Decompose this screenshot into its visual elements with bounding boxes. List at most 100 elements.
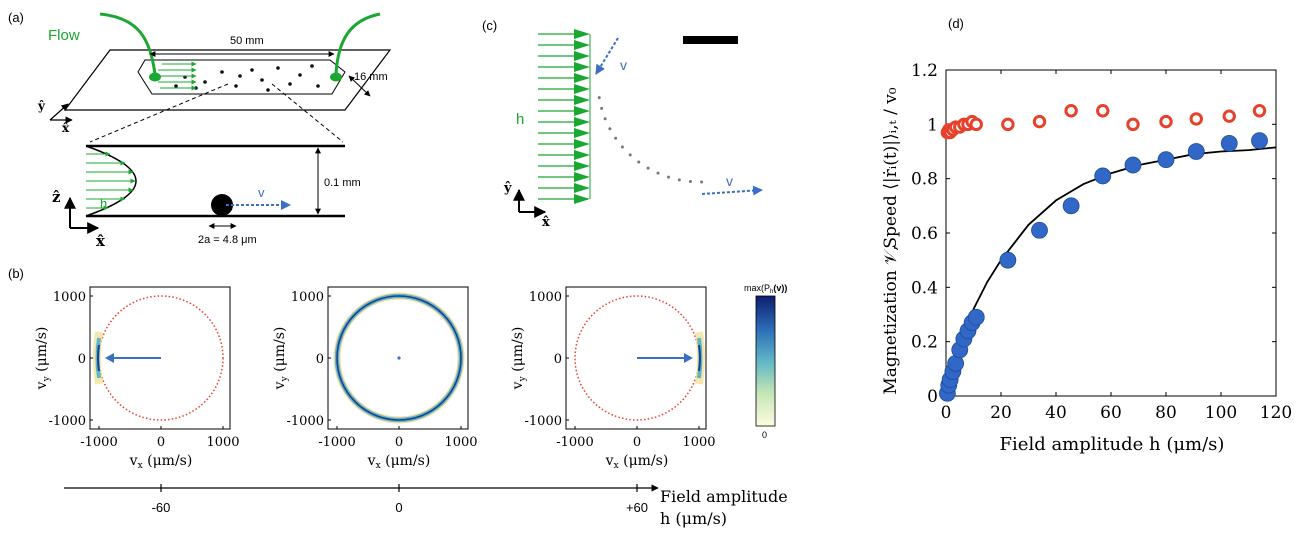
inlet-tube [99, 12, 157, 75]
y-tick-label: 1 [927, 115, 938, 135]
colorbar-title: max(Ph(v)) [744, 283, 787, 295]
trajectory-point [597, 96, 601, 100]
inlet-port [149, 72, 161, 82]
x-tick-label: 60 [1100, 403, 1122, 423]
flow-arrow-head [574, 183, 590, 193]
x-tick-label: 100 [1205, 403, 1237, 423]
width-label: 50 mm [230, 35, 264, 47]
speed-data-point [1252, 104, 1267, 118]
flow-arrow-head [574, 172, 590, 182]
scale-bar [683, 36, 738, 44]
profile-arrows [86, 151, 136, 211]
y-axis-label-right: Speed ⟨|ṙᵢ(t)|⟩ᵢ,ₜ / v₀ [881, 87, 901, 248]
x-tick-label: 0 [395, 435, 403, 450]
panel-a-label: (a) [8, 10, 24, 25]
x-tick-label: 40 [1045, 403, 1067, 423]
outlet-tube [334, 12, 381, 75]
y-tick-label: 0 [316, 352, 324, 367]
fit-curve [945, 146, 1277, 397]
field-axis-tick-label: 0 [395, 500, 402, 515]
y-axis-label: vy (μm/s) [34, 327, 52, 391]
diameter-label: 2a = 4.8 μm [198, 234, 257, 246]
mean-velocity-arrowhead [105, 353, 114, 363]
trajectory-point [688, 180, 692, 184]
trajectory-v1-label: v [620, 57, 627, 73]
y-tick-label: 0 [927, 387, 938, 407]
magnetization-data-point [1062, 197, 1080, 215]
side-axis-z: ẑ [52, 188, 61, 206]
field-axis-title-1: Field amplitude [660, 487, 788, 506]
magnetization-data-point [1094, 167, 1112, 185]
x-tick-label: 0 [157, 435, 165, 450]
trajectory-point [603, 117, 607, 121]
y-axis-label: vy (μm/s) [272, 327, 290, 391]
trajectory-point [608, 127, 612, 131]
distribution-arc-core [698, 344, 701, 372]
depth-label: 16 mm [354, 71, 388, 83]
flow-arrow-head [574, 51, 590, 61]
depth-dimension [348, 75, 371, 97]
colorbar-zero: 0 [762, 430, 767, 440]
y-tick-label: -1000 [287, 414, 324, 429]
x-axis-label: Field amplitude h (μm/s) [1000, 434, 1225, 455]
height-label: 0.1 mm [324, 177, 361, 189]
x-tick-label: 1000 [682, 435, 715, 450]
x-tick-label: 120 [1260, 403, 1292, 423]
mean-velocity-arrowhead [684, 353, 693, 363]
trajectory-point [656, 171, 660, 175]
flow-arrow-head [574, 106, 590, 116]
x-tick-label: 0 [941, 403, 952, 423]
outlet-port [330, 72, 342, 82]
y-tick-label: 1000 [53, 290, 86, 305]
trajectory-point [620, 145, 624, 149]
magnetization-data-point [1157, 151, 1175, 169]
x-tick-label: 0 [633, 435, 641, 450]
mean-velocity-dot [397, 356, 401, 360]
flow-label: Flow [48, 27, 80, 44]
particles [174, 64, 320, 92]
y-tick-label: -1000 [525, 414, 562, 429]
magnetization-data-point [1220, 134, 1238, 152]
zoom-line-right [271, 83, 344, 143]
flow-arrow-head [574, 29, 590, 39]
colorbar [755, 295, 776, 427]
trajectory-point [646, 166, 650, 170]
side-axes [64, 196, 100, 234]
trajectory-point [628, 153, 632, 157]
particle-v-label: v [258, 185, 265, 200]
x-axis-label: vx (μm/s) [605, 453, 669, 471]
panel-c-label: (c) [482, 18, 497, 33]
speed-data-point [969, 117, 983, 132]
channel-outline [137, 59, 346, 95]
speed-data-point [1032, 114, 1047, 129]
x-tick-label: -1000 [80, 435, 117, 450]
panel-c-axes [513, 188, 547, 218]
flow-arrow-head [574, 62, 590, 72]
zoom-line-left [89, 83, 229, 143]
flow-arrow-head [574, 95, 590, 105]
y-tick-label: 1.2 [911, 61, 938, 81]
top-axis-y: ŷ [37, 99, 46, 113]
trajectory-point [677, 178, 681, 182]
trajectory-point [666, 175, 670, 179]
y-tick-label: 1000 [529, 290, 562, 305]
x-axis-label: vx (μm/s) [129, 453, 193, 471]
x-tick-label: -1000 [556, 435, 593, 450]
distribution-arc-core [97, 344, 100, 372]
panel-d-label: (d) [948, 16, 964, 31]
x-tick-label: 20 [990, 403, 1012, 423]
distribution-ring-core [336, 295, 462, 421]
top-axis-x: x̂ [62, 121, 70, 135]
magnetization-data-point [1251, 132, 1268, 150]
y-tick-label: 0 [554, 352, 562, 367]
panel-c-axis-x: x̂ [542, 215, 550, 230]
particle-trajectory [597, 96, 704, 184]
speed-data-point [1001, 117, 1015, 132]
chamber-slab [63, 49, 392, 111]
speed-data-point [1222, 109, 1236, 123]
flow-arrow-head [574, 150, 590, 160]
speed-data-point [1189, 112, 1203, 126]
top-axes [49, 103, 73, 124]
colloid-particle [211, 194, 233, 216]
